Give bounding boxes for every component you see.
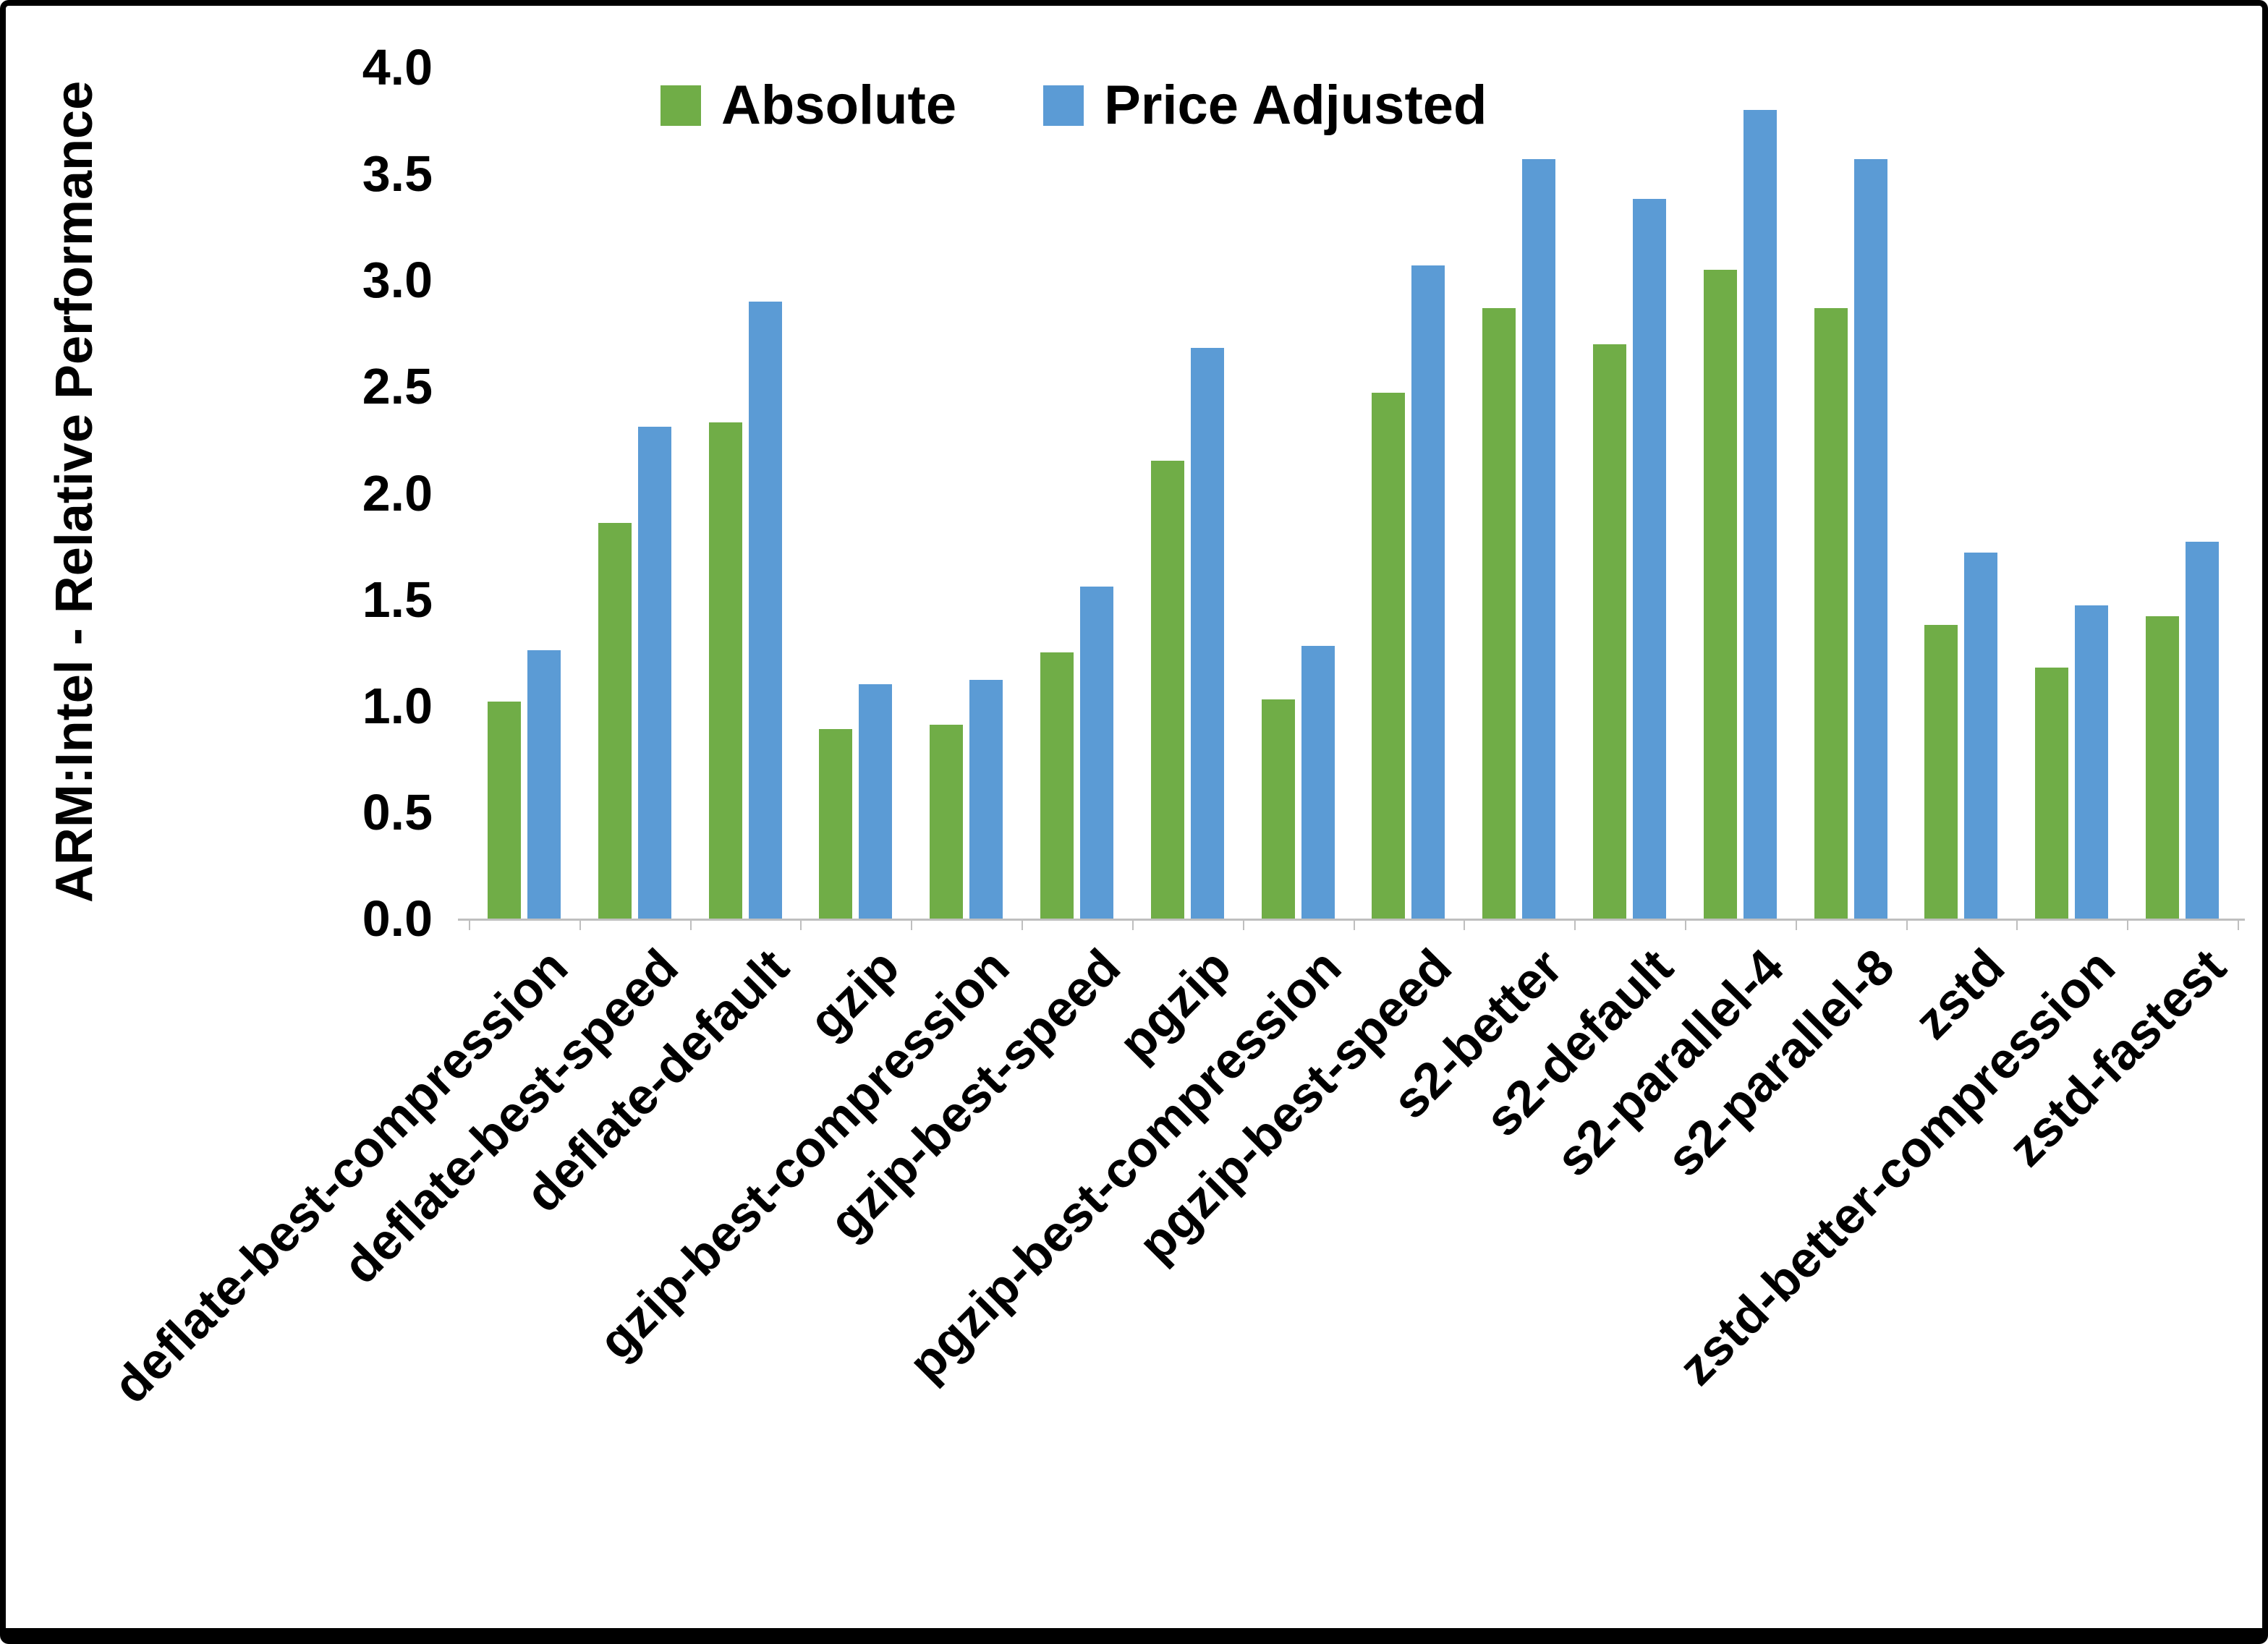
bar-price-adjusted bbox=[527, 650, 561, 919]
x-axis-line bbox=[458, 919, 2245, 921]
x-tick-mark bbox=[1242, 919, 1244, 930]
x-tick-mark bbox=[1684, 919, 1686, 930]
x-tick-mark bbox=[2016, 919, 2018, 930]
x-tick-mark bbox=[1022, 919, 1024, 930]
bar-price-adjusted bbox=[2075, 605, 2108, 919]
bar-price-adjusted bbox=[2186, 542, 2219, 919]
y-tick-label: 1.5 bbox=[362, 571, 433, 628]
x-tick-mark bbox=[1131, 919, 1134, 930]
bar-price-adjusted bbox=[1522, 159, 1555, 919]
bar-price-adjusted bbox=[969, 680, 1003, 919]
legend-label-price-adjusted: Price Adjusted bbox=[1104, 74, 1487, 136]
x-tick-mark bbox=[800, 919, 802, 930]
y-tick-label: 1.0 bbox=[362, 677, 433, 734]
bar-price-adjusted bbox=[749, 302, 782, 919]
bar-absolute bbox=[1924, 625, 1958, 919]
y-axis-title: ARM:Intel - Relative Performance bbox=[46, 80, 103, 903]
bar-absolute bbox=[709, 422, 742, 919]
bar-price-adjusted bbox=[1080, 587, 1113, 919]
bar-price-adjusted bbox=[638, 427, 671, 919]
bar-chart: ARM:Intel - Relative Performance Absolut… bbox=[6, 6, 2262, 1628]
bar-absolute bbox=[930, 725, 963, 919]
bar-price-adjusted bbox=[1964, 553, 1997, 919]
bar-absolute bbox=[2146, 616, 2179, 919]
bar-absolute bbox=[1262, 699, 1295, 919]
x-tick-mark bbox=[911, 919, 913, 930]
bar-price-adjusted bbox=[1411, 265, 1445, 919]
x-tick-mark bbox=[469, 919, 470, 930]
x-tick-mark bbox=[1574, 919, 1576, 930]
legend-item-price-adjusted: Price Adjusted bbox=[1043, 78, 1487, 133]
x-tick-mark bbox=[2238, 919, 2239, 930]
bar-absolute bbox=[1151, 461, 1184, 919]
y-tick-label: 3.0 bbox=[362, 252, 433, 309]
bar-absolute bbox=[819, 729, 852, 919]
legend-item-absolute: Absolute bbox=[661, 78, 956, 133]
x-tick-mark bbox=[2127, 919, 2129, 930]
y-tick-label: 0.0 bbox=[362, 890, 433, 947]
x-tick-mark bbox=[1464, 919, 1466, 930]
bar-price-adjusted bbox=[1854, 159, 1887, 919]
bar-absolute bbox=[598, 523, 632, 919]
legend-swatch-price-adjusted bbox=[1043, 85, 1084, 126]
x-tick-mark bbox=[579, 919, 581, 930]
legend-swatch-absolute bbox=[661, 85, 701, 126]
bar-absolute bbox=[1704, 270, 1737, 919]
y-tick-label: 4.0 bbox=[362, 39, 433, 95]
x-tick-mark bbox=[1795, 919, 1797, 930]
bar-price-adjusted bbox=[1301, 646, 1335, 919]
bar-absolute bbox=[2035, 668, 2068, 919]
y-tick-label: 3.5 bbox=[362, 145, 433, 203]
bar-price-adjusted bbox=[1633, 199, 1666, 919]
bar-absolute bbox=[1593, 344, 1626, 919]
bar-absolute bbox=[1482, 308, 1516, 919]
y-tick-label: 2.0 bbox=[362, 464, 433, 521]
legend: Absolute Price Adjusted bbox=[661, 78, 1487, 133]
bar-absolute bbox=[1372, 393, 1405, 919]
bar-price-adjusted bbox=[859, 684, 892, 919]
y-tick-label: 2.5 bbox=[362, 358, 433, 415]
bar-price-adjusted bbox=[1744, 110, 1777, 919]
bar-absolute bbox=[1040, 652, 1074, 919]
bar-absolute bbox=[1814, 308, 1848, 919]
x-tick-mark bbox=[689, 919, 692, 930]
legend-label-absolute: Absolute bbox=[721, 74, 957, 136]
bar-absolute bbox=[488, 702, 521, 919]
x-tick-mark bbox=[1906, 919, 1908, 930]
bar-price-adjusted bbox=[1191, 348, 1224, 919]
x-tick-mark bbox=[1353, 919, 1355, 930]
y-tick-label: 0.5 bbox=[362, 783, 433, 840]
